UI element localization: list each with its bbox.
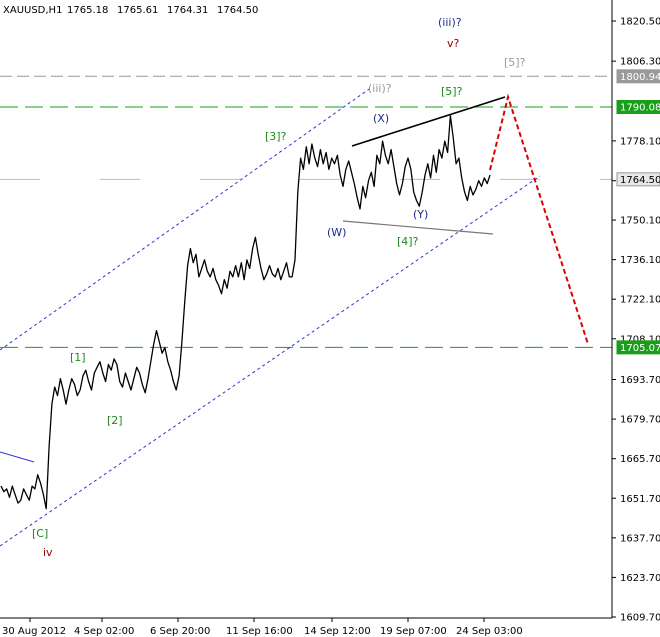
y-tick-label: 1736.10 [620,255,660,266]
price-line [0,115,491,510]
y-tick-label: 1806.30 [620,57,660,68]
price-badge-label: 1705.07 [620,343,660,354]
y-tick-label: 1623.70 [620,573,660,584]
horizontal-levels [0,75,612,348]
channel-lower-line [0,175,541,547]
price-series [0,115,491,510]
wave-label: (W) [327,226,346,239]
y-tick-label: 1609.70 [620,613,660,624]
wave-labels: [C] iv [1] [2] [3]? (iii)? (X) (W) (Y) [4]? [5]? (i… [32,16,526,559]
y-tick-label: 1778.10 [620,136,660,147]
y-tick-label: 1820.50 [620,17,660,28]
x-tick-label: 14 Sep 12:00 [304,626,371,637]
y-tick-label: 1693.70 [620,375,660,386]
wave-label: (iii)? [438,16,462,29]
wave-label: v? [447,37,460,50]
y-tick-label: 1708.10 [620,334,660,345]
header-low: 1764.31 [167,5,208,16]
x-tick-label: 11 Sep 16:00 [226,626,293,637]
price-badge [616,69,660,84]
price-badge [616,100,660,115]
y-tick-label: 1651.70 [620,494,660,505]
wave-label: [3]? [265,130,287,143]
wave-label: [1] [70,351,86,364]
header-open: 1765.18 [67,5,108,16]
forecast-line [489,93,589,345]
x-tick-label: 6 Sep 20:00 [150,626,210,637]
header-high: 1765.61 [117,5,158,16]
y-tick-label: 1637.70 [620,533,660,544]
wave-label: [5]? [441,85,463,98]
x-tick-label: 24 Sep 03:00 [456,626,523,637]
y-tick-label: 1750.10 [620,216,660,227]
y-tick-label: 1665.70 [620,454,660,465]
price-badge [616,340,660,355]
price-badge [616,172,660,187]
price-badge-label: 1800.94 [620,72,660,83]
trend-channel [0,86,541,547]
chart-header: XAUUSD,H1 1765.18 1765.61 1764.31 1764.5… [3,5,258,16]
channel-upper-line [0,86,373,351]
x-tick-label: 30 Aug 2012 [2,626,66,637]
x-axis-ticks: 30 Aug 2012 4 Sep 02:00 6 Sep 20:00 11 Sep … [2,618,523,637]
wave-label: [4]? [397,235,419,248]
wave-label: (X) [373,112,389,125]
wave-label: [2] [107,414,123,427]
y-tick-label: 1679.70 [620,415,660,426]
y-tick-label: 1722.10 [620,295,660,306]
price-badge-label: 1790.08 [620,103,660,114]
header-close: 1764.50 [217,5,258,16]
x-tick-label: 4 Sep 02:00 [74,626,134,637]
wave-label: (iii)? [368,82,392,95]
x-tick-label: 19 Sep 07:00 [380,626,447,637]
price-badges: 1800.94 1790.08 1764.50 1705.07 [616,69,660,355]
wave-label: iv [43,546,53,559]
header-symbol: XAUUSD,H1 [3,5,62,16]
forecast-path [489,93,589,345]
prior-trend-line [0,451,35,463]
price-badge-label: 1764.50 [620,175,660,186]
triangle-upper-line [351,96,506,147]
wave-label: [5]? [504,56,526,69]
triangle-lower-line [342,220,494,235]
wave-label: [C] [32,527,48,540]
wave-label: (Y) [413,208,428,221]
